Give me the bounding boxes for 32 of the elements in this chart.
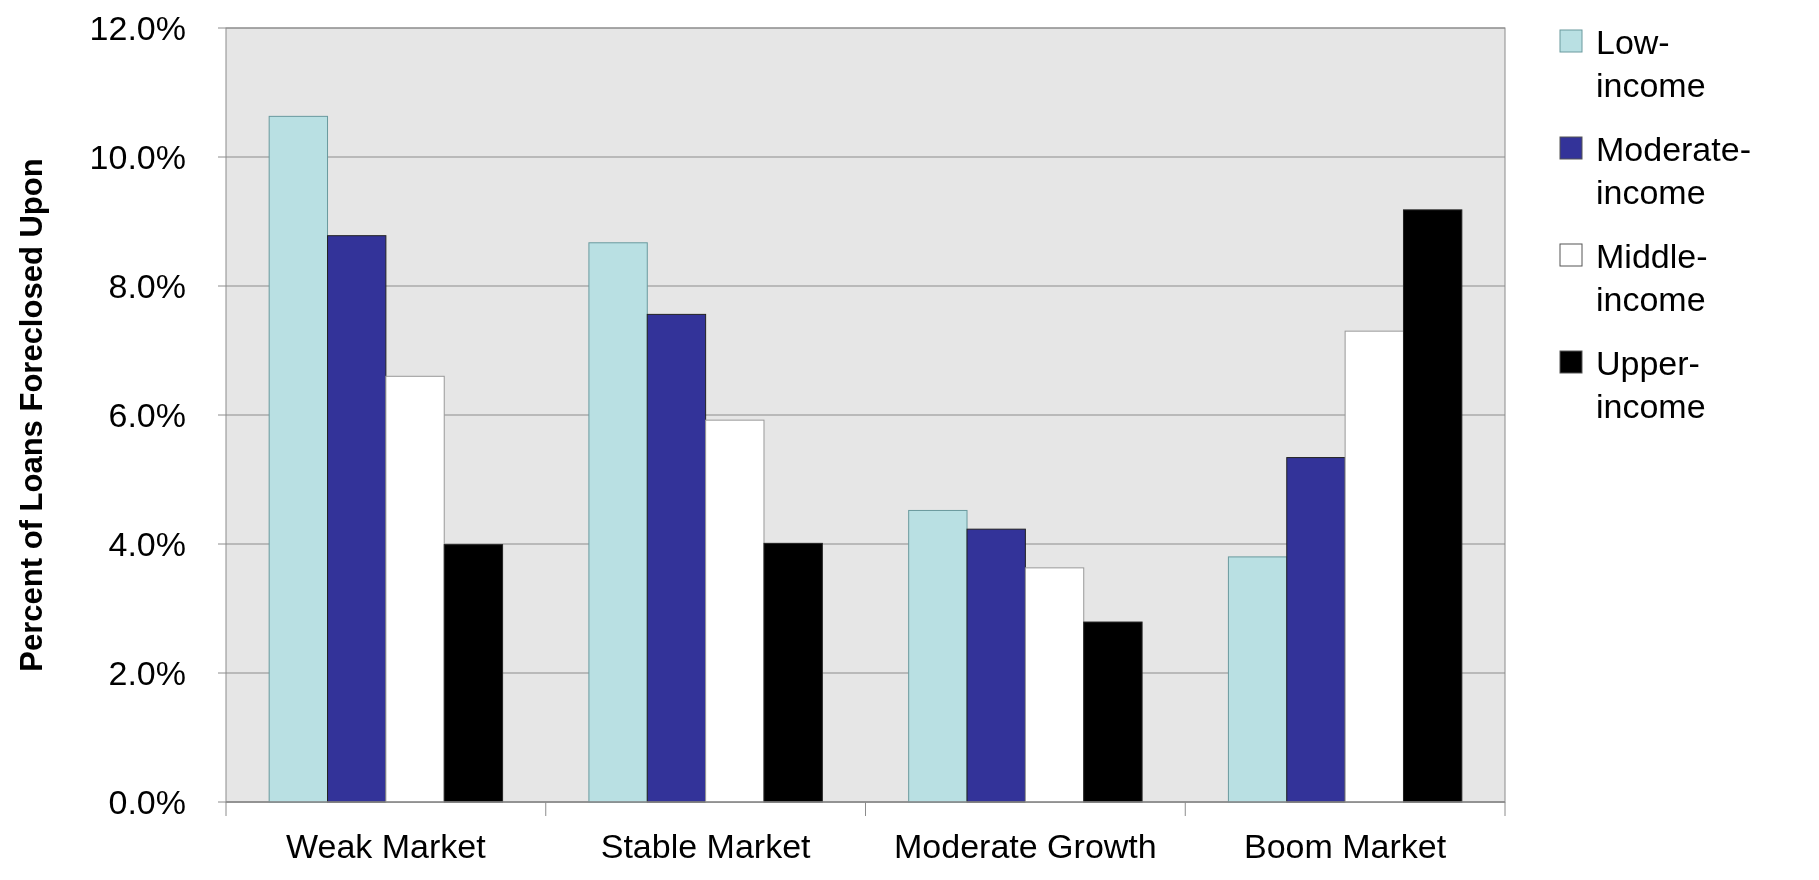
x-tick-label: Boom Market	[1244, 827, 1447, 865]
bar	[1083, 621, 1143, 803]
y-tick-label: 8.0%	[108, 266, 186, 305]
y-tick-label: 10.0%	[89, 137, 186, 176]
legend-label: Middle-income	[1596, 236, 1708, 319]
y-tick-label: 0.0%	[108, 782, 186, 821]
y-tick-label: 12.0%	[89, 8, 186, 47]
bar	[1286, 457, 1346, 803]
bar	[1402, 209, 1463, 803]
bar	[646, 313, 707, 803]
bar	[1024, 567, 1085, 803]
legend-label: Upper-income	[1596, 343, 1706, 426]
bar	[588, 242, 648, 803]
x-tick-label: Weak Market	[286, 827, 487, 865]
bar	[443, 544, 504, 803]
bar	[1344, 330, 1404, 803]
bar	[385, 375, 445, 803]
bar	[268, 115, 329, 803]
legend-label: Moderate-income	[1596, 129, 1751, 212]
y-axis-title: Percent of Loans Foreclosed Upon	[14, 158, 49, 672]
bar	[1227, 556, 1288, 803]
bar	[908, 509, 968, 803]
bar	[966, 528, 1026, 803]
y-tick-label: 6.0%	[108, 395, 186, 434]
bar	[327, 235, 387, 803]
x-tick-label: Stable Market	[600, 827, 812, 865]
legend-label: Low-income	[1596, 22, 1706, 105]
bar	[705, 419, 765, 803]
x-tick-label: Moderate Growth	[894, 827, 1157, 865]
bar	[763, 542, 823, 803]
y-tick-label: 2.0%	[108, 653, 186, 692]
y-tick-label: 4.0%	[108, 524, 186, 563]
